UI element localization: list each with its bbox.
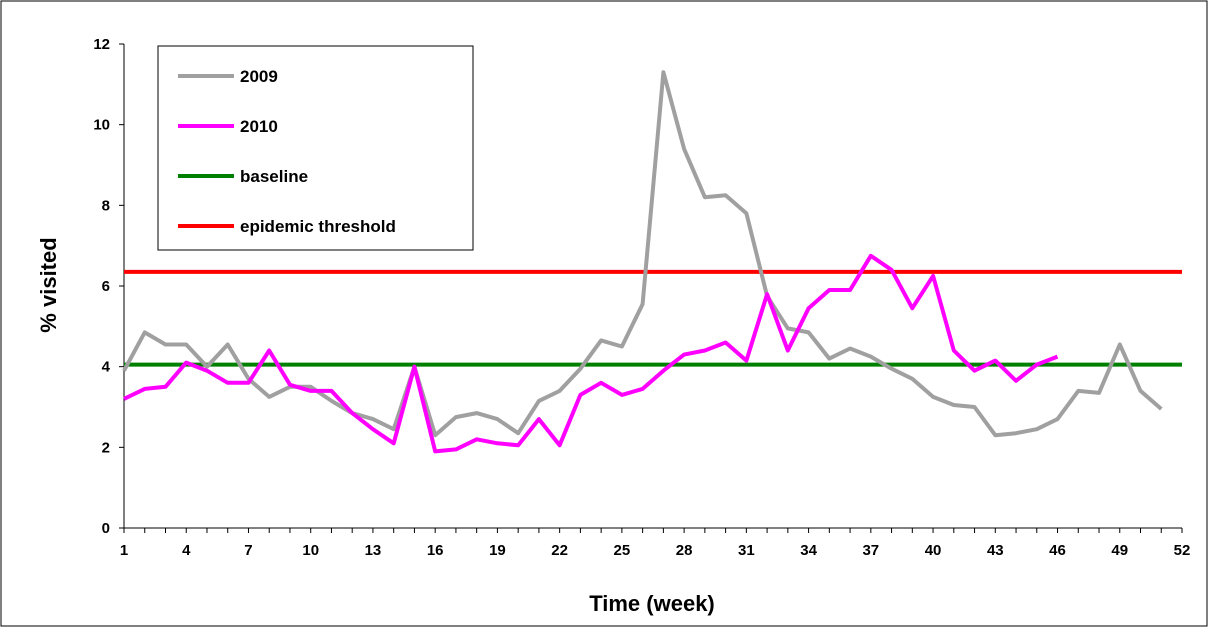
- y-tick-label: 10: [93, 117, 110, 134]
- y-tick-label: 8: [102, 197, 110, 214]
- x-tick-label: 19: [489, 542, 506, 559]
- y-tick-label: 6: [102, 278, 110, 295]
- x-tick-label: 13: [365, 542, 382, 559]
- y-tick-label: 12: [93, 36, 110, 53]
- x-tick-label: 25: [614, 542, 631, 559]
- x-tick-label: 49: [1111, 542, 1128, 559]
- x-tick-label: 1: [120, 542, 128, 559]
- legend-label-epidemic-threshold: epidemic threshold: [240, 217, 396, 236]
- legend-label-baseline: baseline: [240, 167, 308, 186]
- x-tick-label: 43: [987, 542, 1004, 559]
- x-tick-label: 46: [1049, 542, 1066, 559]
- x-tick-label: 40: [925, 542, 942, 559]
- legend-label-2009: 2009: [240, 67, 278, 86]
- x-tick-label: 28: [676, 542, 693, 559]
- x-tick-label: 52: [1174, 542, 1191, 559]
- series-line-2010: [123, 253, 1059, 454]
- x-tick-label: 16: [427, 542, 444, 559]
- y-axis-title: % visited: [36, 237, 61, 332]
- x-tick-label: 4: [182, 542, 191, 559]
- x-tick-label: 10: [302, 542, 319, 559]
- y-tick-label: 4: [102, 359, 111, 376]
- y-tick-label: 0: [102, 520, 110, 537]
- legend-box: [157, 45, 474, 251]
- x-tick-label: 22: [551, 542, 568, 559]
- legend-label-2010: 2010: [240, 117, 278, 136]
- x-axis-title: Time (week): [589, 591, 715, 616]
- x-tick-label: 34: [800, 542, 817, 559]
- x-tick-label: 7: [244, 542, 252, 559]
- x-tick-label: 31: [738, 542, 755, 559]
- y-tick-label: 2: [102, 439, 110, 456]
- x-tick-label: 37: [862, 542, 879, 559]
